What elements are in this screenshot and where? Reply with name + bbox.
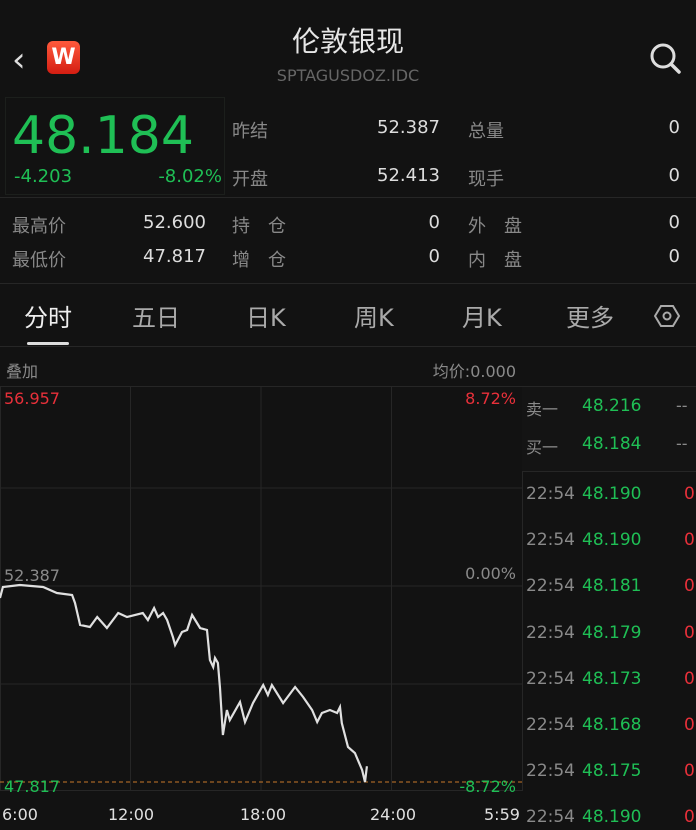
tick-volume: 0: [684, 622, 695, 643]
tab-0[interactable]: 分时: [24, 304, 72, 332]
stat-label: 昨结: [232, 121, 268, 142]
intraday-chart[interactable]: [0, 386, 523, 830]
tick-price: 48.175: [582, 761, 642, 782]
stat-label: 内 盘: [468, 250, 522, 271]
search-icon[interactable]: [648, 41, 682, 75]
stat-value: 0: [428, 246, 440, 267]
tick-time: 22:54: [526, 484, 575, 504]
orderbook-price: 48.216: [582, 396, 642, 416]
orderbook-price: 48.184: [582, 434, 642, 454]
tick-time: 22:54: [526, 622, 575, 643]
tick-price: 48.168: [582, 715, 642, 735]
stat-value: 52.413: [377, 165, 440, 186]
stat-label: 现手: [468, 169, 504, 190]
average-price: 均价:0.000: [432, 362, 516, 381]
tick-price: 48.190: [582, 807, 642, 828]
tick-volume: 0: [684, 761, 695, 782]
tick-volume: 0: [684, 576, 695, 597]
tick-volume: 0: [684, 715, 695, 735]
overlay-button[interactable]: 叠加: [6, 362, 39, 381]
stat-value: 52.600: [143, 212, 206, 233]
tick-price: 48.173: [582, 668, 642, 689]
back-button[interactable]: ‹: [12, 40, 26, 80]
stat-label: 最低价: [12, 250, 66, 271]
tab-1[interactable]: 五日: [132, 304, 180, 332]
tick-volume: 0: [684, 484, 695, 504]
x-tick-label: 18:00: [240, 805, 287, 824]
orderbook-volume: --: [676, 434, 688, 453]
x-tick-label: 12:00: [108, 805, 155, 824]
stat-label: 最高价: [12, 216, 66, 237]
tick-volume: 0: [684, 530, 695, 551]
tick-time: 22:54: [526, 530, 575, 551]
chart-frame: [0, 386, 523, 791]
x-tick-label: 6:00: [2, 805, 38, 824]
page-title: 伦敦银现: [291, 25, 404, 58]
stat-value: 52.387: [377, 117, 440, 138]
stat-value: 0: [668, 165, 680, 186]
tick-price: 48.190: [582, 530, 642, 551]
tick-price: 48.179: [582, 622, 642, 643]
tick-time: 22:54: [526, 761, 575, 782]
stat-label: 增 仓: [232, 250, 286, 271]
symbol-code: SPTAGUSDOZ.IDC: [276, 66, 420, 85]
stat-label: 开盘: [232, 169, 268, 190]
price-box: [5, 97, 225, 195]
tick-price: 48.181: [582, 576, 642, 597]
pct-mid-label: 0.00%: [465, 564, 516, 583]
pct-min-label: -8.72%: [459, 777, 516, 796]
tick-price: 48.190: [582, 484, 642, 504]
stat-label: 外 盘: [468, 216, 522, 237]
orderbook-volume: --: [676, 396, 688, 415]
tab-5[interactable]: 更多: [566, 304, 614, 332]
stat-value: 0: [428, 212, 440, 233]
divider: [0, 197, 696, 198]
pct-max-label: 8.72%: [465, 389, 516, 408]
y-max-label: 56.957: [4, 389, 60, 408]
divider: [0, 283, 696, 284]
stat-value: 0: [668, 212, 680, 233]
orderbook-label: 买一: [526, 438, 559, 457]
price-change: -4.203: [14, 166, 73, 187]
divider: [0, 346, 696, 347]
stat-label: 总量: [468, 121, 504, 142]
tick-time: 22:54: [526, 576, 575, 597]
stat-value: 47.817: [143, 246, 206, 267]
tick-time: 22:54: [526, 807, 575, 828]
price-change-pct: -8.02%: [158, 166, 222, 187]
stat-label: 持 仓: [232, 216, 286, 237]
x-tick-label: 5:59: [484, 805, 520, 824]
tab-2[interactable]: 日K: [246, 304, 286, 332]
tab-3[interactable]: 周K: [354, 304, 394, 332]
price-line: [0, 583, 368, 783]
tab-4[interactable]: 月K: [462, 304, 502, 332]
y-min-label: 47.817: [4, 777, 60, 796]
tick-time: 22:54: [526, 715, 575, 735]
app-logo: W: [47, 41, 80, 74]
x-tick-label: 24:00: [370, 805, 417, 824]
orderbook-label: 卖一: [526, 400, 559, 419]
y-mid-label: 52.387: [4, 566, 60, 585]
active-tab-indicator: [27, 342, 69, 345]
stat-value: 0: [668, 117, 680, 138]
tick-volume: 0: [684, 668, 695, 689]
tick-volume: 0: [684, 807, 695, 828]
orderbook-box: [522, 386, 696, 472]
settings-icon[interactable]: [654, 303, 680, 329]
stat-value: 0: [668, 246, 680, 267]
tick-time: 22:54: [526, 668, 575, 689]
current-price: 48.184: [12, 106, 194, 166]
